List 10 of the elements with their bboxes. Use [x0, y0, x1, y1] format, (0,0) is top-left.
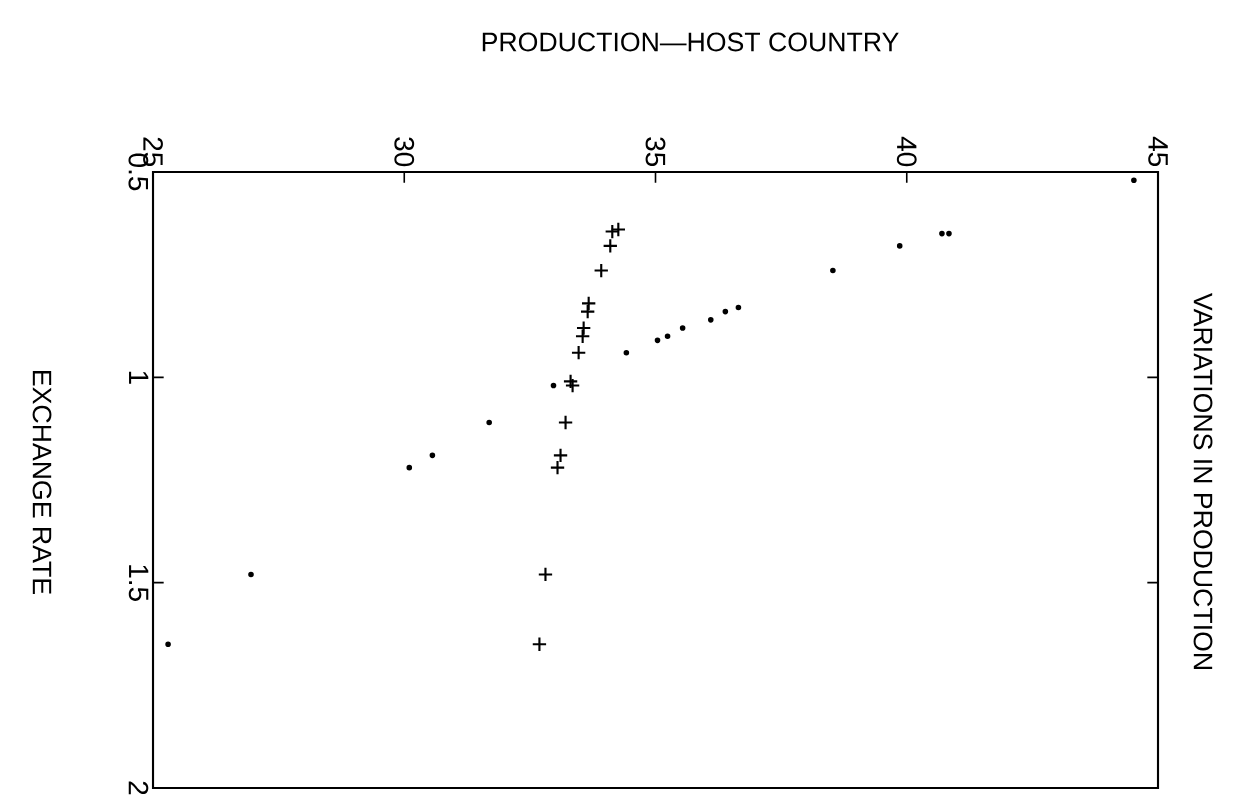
x-tick-label: 40 — [896, 136, 917, 167]
x-tick-label: 45 — [1148, 136, 1168, 167]
y-axis-title: EXCHANGE RATE — [32, 371, 52, 594]
x-tick-label: 30 — [394, 137, 415, 167]
y-tick-label: 2 — [128, 781, 149, 795]
y-tick-label: 1.5 — [128, 565, 149, 601]
x-tick-label: 35 — [645, 137, 666, 167]
y-tick-label: 1 — [129, 371, 149, 384]
x-axis-title: PRODUCTION—HOST COUNTRY — [482, 32, 899, 52]
text: VARIATIONS IN PRODUCTION — [1193, 292, 1213, 669]
